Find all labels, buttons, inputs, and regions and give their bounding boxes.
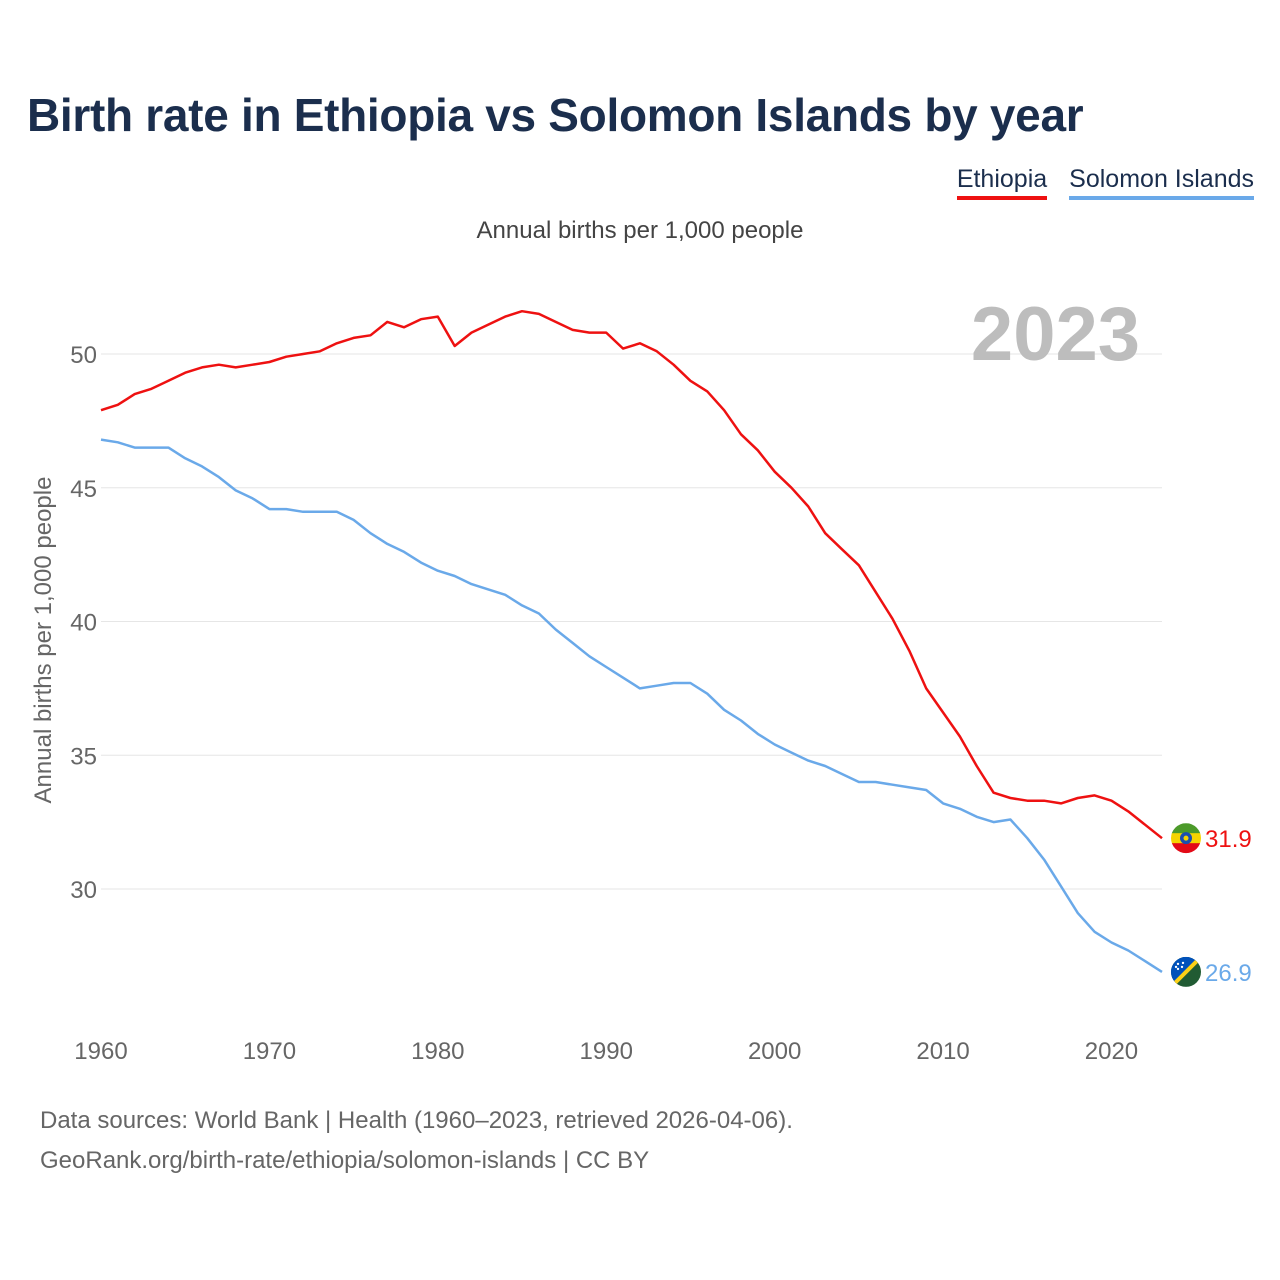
- y-tick-label-50: 50: [70, 342, 97, 369]
- series-line-solomon-islands: [100, 438, 1163, 973]
- legend-item-ethiopia[interactable]: Ethiopia: [956, 165, 1048, 200]
- end-value-label-ethiopia: 31.9: [1205, 826, 1252, 853]
- y-tick-label-45: 45: [70, 476, 97, 503]
- y-axis-label: Annual births per 1,000 people: [30, 477, 57, 804]
- line-chart: 30 35 40 45 50 1960 1970 1980 1990 2000 2010 2020 An…: [30, 292, 1252, 1065]
- y-tick-label-30: 30: [70, 877, 97, 904]
- series-line-ethiopia: [100, 309, 1163, 840]
- x-tick-label-2020: 2020: [1085, 1038, 1138, 1065]
- x-tick-label-2010: 2010: [916, 1038, 969, 1065]
- chart-title: Birth rate in Ethiopia vs Solomon Island…: [27, 89, 1084, 141]
- footer-sources: Data sources: World Bank | Health (1960–…: [40, 1107, 793, 1134]
- legend-item-solomon-islands[interactable]: Solomon Islands: [1069, 165, 1254, 200]
- chart-subtitle: Annual births per 1,000 people: [476, 217, 804, 244]
- end-value-label-solomon-islands: 26.9: [1205, 960, 1252, 987]
- y-tick-label-35: 35: [70, 743, 97, 770]
- x-tick-label-1970: 1970: [243, 1038, 296, 1065]
- y-tick-label-40: 40: [70, 610, 97, 637]
- x-tick-label-1960: 1960: [74, 1038, 127, 1065]
- flag-ethiopia-icon: [1171, 823, 1201, 854]
- x-tick-label-1990: 1990: [580, 1038, 633, 1065]
- year-label: 2023: [971, 292, 1140, 377]
- flag-solomon-islands-icon: [1171, 956, 1201, 987]
- x-tick-label-1980: 1980: [411, 1038, 464, 1065]
- x-tick-label-2000: 2000: [748, 1038, 801, 1065]
- legend: Ethiopia Solomon Islands: [956, 165, 1254, 200]
- footer-link[interactable]: GeoRank.org/birth-rate/ethiopia/solomon-…: [40, 1147, 650, 1174]
